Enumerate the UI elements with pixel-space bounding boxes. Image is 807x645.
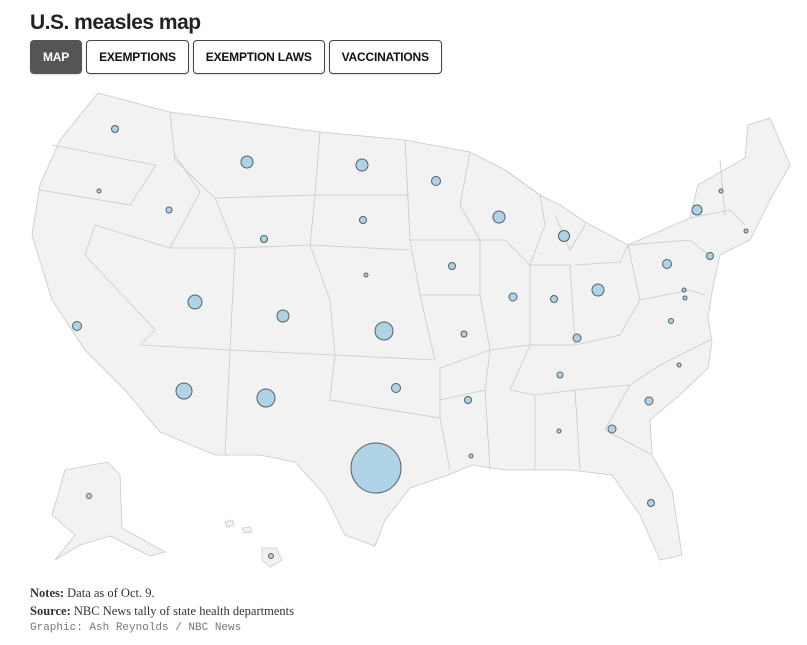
bubble-alaska: [86, 493, 92, 499]
bubble-missouri: [460, 330, 468, 338]
alaska-shape: [51, 461, 167, 561]
notes-label: Notes:: [30, 586, 65, 600]
bubble-wisconsin: [492, 210, 506, 224]
bubble-wyoming: [260, 235, 268, 243]
bubble-arkansas: [464, 396, 472, 404]
bubble-kansas: [374, 321, 394, 341]
bubble-maryland: [681, 287, 687, 293]
land: [31, 92, 791, 568]
bubble-kentucky: [572, 333, 582, 343]
bubble-florida: [647, 499, 655, 507]
tab-exemption-laws[interactable]: EXEMPTION LAWS: [192, 40, 325, 74]
bubble-nebraska: [363, 272, 369, 278]
measles-bubbles: [72, 125, 749, 559]
bubble-new-mexico: [256, 388, 276, 408]
source-text: NBC News tally of state health departmen…: [73, 604, 294, 618]
state-borders: [39, 111, 746, 471]
bubble-iowa: [448, 262, 456, 270]
bubble-ohio: [591, 283, 605, 297]
bubble-oregon: [96, 188, 102, 194]
page-title: U.S. measles map: [30, 11, 201, 34]
hawaii-island-1: [224, 519, 235, 528]
bubble-new-york: [691, 204, 703, 216]
bubble-delaware: [682, 295, 688, 301]
us-map: [31, 92, 791, 568]
bubble-arizona: [175, 382, 193, 400]
bubble-new-jersey: [706, 252, 714, 260]
bubble-oklahoma: [391, 383, 401, 393]
bubble-michigan: [558, 230, 570, 242]
bubble-louisiana: [468, 453, 474, 459]
graphic-credit: Graphic: Ash Reynolds / NBC News: [30, 622, 242, 634]
tab-vaccinations[interactable]: VACCINATIONS: [328, 40, 442, 74]
source-line: Source: NBC News tally of state health d…: [30, 604, 294, 619]
hawaii-island-2: [241, 526, 253, 534]
source-label: Source:: [30, 604, 71, 618]
bubble-indiana: [550, 295, 558, 303]
bubble-georgia: [607, 424, 617, 434]
bubble-hawaii: [268, 553, 274, 559]
bubble-colorado: [276, 309, 290, 323]
bubble-washington: [111, 125, 119, 133]
bubble-minnesota: [431, 176, 441, 186]
bubble-texas: [350, 442, 402, 494]
tab-map[interactable]: MAP: [30, 40, 83, 74]
notes-line: Notes: Data as of Oct. 9.: [30, 586, 294, 601]
bubble-north-carolina: [676, 362, 682, 368]
tab-exemptions[interactable]: EXEMPTIONS: [86, 40, 189, 74]
bubble-north-dakota: [355, 158, 369, 172]
bubble-rhode-island: [743, 228, 749, 234]
notes-text: Data as of Oct. 9.: [67, 586, 155, 600]
bubble-california: [72, 321, 82, 331]
view-tabs: MAP EXEMPTIONS EXEMPTION LAWS VACCINATIO…: [30, 40, 442, 74]
bubble-illinois: [508, 292, 518, 302]
bubble-tennessee: [556, 371, 564, 379]
bubble-utah: [187, 294, 203, 310]
bubble-south-dakota: [359, 216, 367, 224]
bubble-south-carolina: [644, 396, 654, 406]
bubble-vermont: [718, 188, 724, 194]
bubble-pennsylvania: [662, 259, 672, 269]
bubble-montana: [240, 155, 254, 169]
bubble-alabama: [556, 428, 562, 434]
footnotes: Notes: Data as of Oct. 9. Source: NBC Ne…: [30, 586, 294, 622]
bubble-virginia: [668, 318, 674, 324]
bubble-idaho: [165, 206, 173, 214]
